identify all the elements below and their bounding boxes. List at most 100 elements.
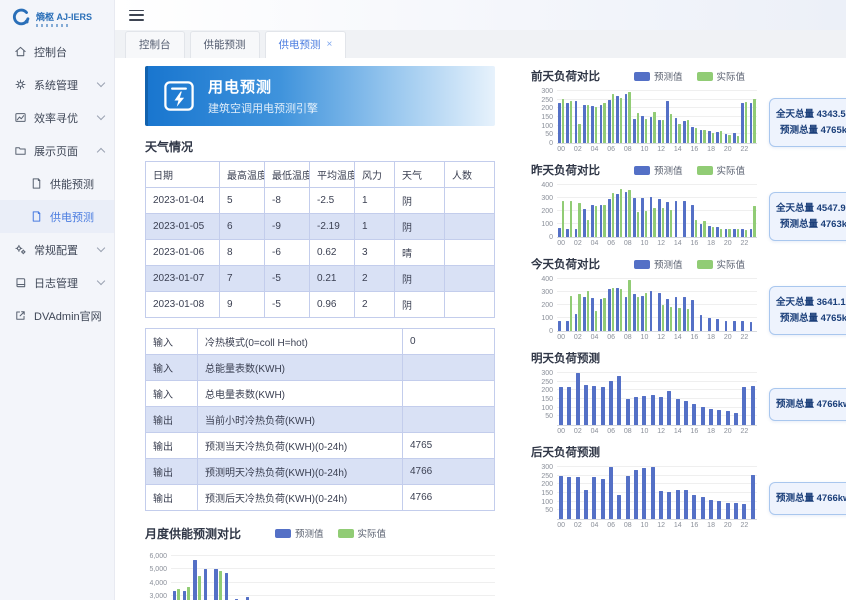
summary-line: 预测总量 4766kwh: [776, 398, 846, 410]
bar-预测值: [203, 569, 208, 600]
bar-实际值: [644, 211, 648, 237]
bar-预测值: [642, 467, 647, 519]
weather-row: 2023-01-07 7 -5 0.21 2 阴: [145, 265, 495, 292]
bar-预测值: [725, 502, 730, 519]
io-cell: 预测后天冷热负荷(KWH)(0-24h): [197, 484, 403, 511]
sidebar-nav: 控制台系统管理效率寻优 展示页面供能预测供电预测常规配置 日志管理 DVAdmin官网: [0, 35, 114, 332]
bar-实际值: [628, 280, 631, 331]
bar-实际值: [636, 296, 640, 331]
y-axis: 0 50 100 150 200 250 300: [541, 88, 553, 147]
io-cell: 输入: [145, 380, 198, 407]
weather-cell: 2023-01-04: [145, 187, 220, 214]
sidebar-item-展示页面[interactable]: 展示页面: [0, 134, 114, 167]
bar-预测值: [750, 386, 755, 425]
io-row: 输入 总能量表数(KWH): [145, 354, 495, 381]
hamburger-menu-icon[interactable]: [129, 9, 144, 21]
file-icon: [30, 177, 43, 190]
tab-供能预测[interactable]: 供能预测: [189, 31, 260, 58]
tab-供电预测[interactable]: 供电预测 ×: [264, 31, 347, 58]
chevron-up-icon: [96, 147, 106, 157]
plot-area: 00 02 04 06 08 10 12 14 16 18 20 22: [557, 184, 757, 247]
bar-预测值: [599, 204, 603, 237]
chart-legend: 预测值 实际值: [634, 69, 745, 83]
bar-实际值: [694, 220, 698, 237]
month-chart-title: 月度供能预测对比: [145, 527, 242, 541]
bar-预测值: [634, 397, 639, 425]
bar-实际值: [586, 220, 590, 237]
sidebar-item-label: 供电预测: [50, 211, 94, 224]
bar-预测值: [600, 386, 605, 425]
weather-cell: [444, 291, 495, 318]
bar-预测值: [675, 399, 680, 425]
bar-预测值: [649, 117, 653, 143]
weather-row: 2023-01-08 9 -5 0.96 2 阴: [145, 291, 495, 318]
sidebar-item-效率寻优[interactable]: 效率寻优: [0, 101, 114, 134]
pred-legend-swatch: [275, 528, 291, 538]
sidebar-item-供能预测[interactable]: 供能预测: [0, 167, 114, 200]
summary-box: 全天总量 4547.9kwh 预测总量 4763kwh: [769, 191, 846, 242]
bar-预测值: [666, 298, 669, 331]
bar-预测值: [683, 121, 686, 143]
chevron-down-icon: [96, 78, 106, 88]
section-昨天负荷对比: 昨天负荷对比 预测值 实际值 0 100 200 300 400 00 02 04 06 08 10 12 1…: [531, 162, 846, 247]
bar-预测值: [600, 479, 605, 519]
bar-实际值: [753, 98, 756, 143]
weather-cell: 5: [219, 187, 265, 214]
sidebar: 熵枢 AJ-IERS 控制台 系统管理 效率寻优 展示页面 供能预测 供电预测 常规配置 日志…: [0, 0, 115, 600]
bar-实际值: [611, 192, 615, 237]
bar-预测值: [633, 293, 636, 331]
sidebar-item-供电预测[interactable]: 供电预测: [0, 200, 114, 233]
weather-section-title: 天气情况: [145, 140, 194, 154]
chart-legend: 预测值 实际值: [634, 257, 745, 271]
sidebar-item-控制台[interactable]: 控制台: [0, 35, 114, 68]
bar-预测值: [559, 475, 564, 519]
weather-header-cell: 最高温度: [219, 161, 265, 188]
weather-row: 2023-01-04 5 -8 -2.5 1 阴: [145, 187, 495, 214]
bar-预测值: [691, 127, 694, 143]
sidebar-item-常规配置[interactable]: 常规配置: [0, 233, 114, 266]
bar-预测值: [566, 228, 569, 237]
book-icon: [14, 276, 27, 289]
monthly-forecast-chart: 01,0002,0003,0004,0005,0006,000135791113…: [145, 553, 495, 600]
load-chart-day0: 0 100 200 300 400 00 02 04 06 08 10 12 14 16 18 20 22: [531, 276, 757, 341]
right-column: 前天负荷对比 预测值 实际值 0 50 100 150 200 250 300 00 02 04 06 08…: [531, 66, 846, 600]
bar-实际值: [619, 288, 623, 331]
weather-row: 2023-01-06 8 -6 0.62 3 晴: [145, 239, 495, 266]
weather-cell: 阴: [394, 213, 445, 240]
sidebar-item-系统管理[interactable]: 系统管理: [0, 68, 114, 101]
bar-实际值: [703, 130, 706, 143]
bar-预测值: [659, 397, 664, 425]
tab-控制台[interactable]: 控制台: [125, 31, 185, 58]
sidebar-item-label: 系统管理: [34, 79, 78, 92]
bar-预测值: [624, 93, 628, 143]
io-cell: 当前小时冷热负荷(KWH): [197, 406, 403, 433]
bar-实际值: [644, 118, 648, 143]
bar-预测值: [567, 476, 572, 519]
sidebar-item-label: 供能预测: [50, 178, 94, 191]
weather-cell: [444, 187, 495, 214]
bar-预测值: [709, 408, 714, 425]
bar-实际值: [619, 188, 623, 237]
summary-line: 全天总量 4547.9kwh: [776, 202, 846, 214]
sidebar-item-DVAdmin官网[interactable]: DVAdmin官网: [0, 299, 114, 332]
bar-预测值: [575, 373, 580, 425]
io-row: 输出 预测明天冷热负荷(KWH)(0-24h) 4766: [145, 458, 495, 485]
bar-预测值: [699, 130, 703, 143]
summary-box: 预测总量 4766kwh: [769, 387, 846, 422]
io-cell: 输出: [145, 458, 198, 485]
bar-实际值: [603, 103, 606, 143]
io-cell: 预测当天冷热负荷(KWH)(0-24h): [197, 432, 403, 459]
bar-预测值: [558, 227, 561, 237]
weather-header-cell: 平均温度: [309, 161, 355, 188]
bar-实际值: [686, 120, 690, 143]
bar-实际值: [578, 203, 581, 237]
bar-实际值: [586, 104, 590, 143]
bar-实际值: [728, 135, 731, 143]
bar-实际值: [744, 229, 748, 237]
y-axis: 0 100 200 300 400: [541, 276, 553, 335]
month-chart-legend: 预测值 实际值: [275, 526, 386, 540]
io-cell: 4766: [402, 484, 495, 511]
sidebar-item-日志管理[interactable]: 日志管理: [0, 266, 114, 299]
close-tab-icon[interactable]: ×: [326, 38, 333, 50]
